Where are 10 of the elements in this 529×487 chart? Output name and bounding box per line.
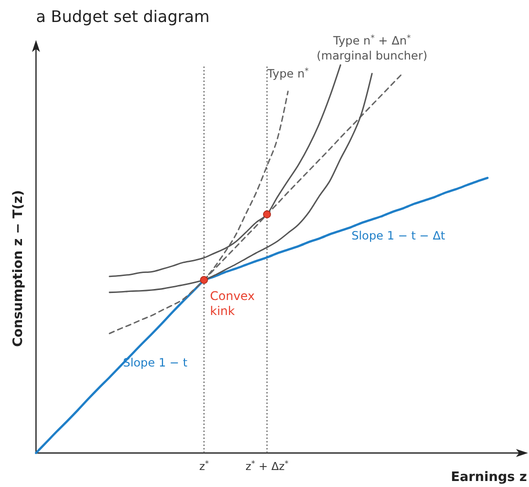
chart-title: a Budget set diagram [36, 7, 210, 26]
x-tick-label: z$^{*}$ [199, 458, 209, 473]
x-tick-label: z$^{*}$ + Δz$^{*}$ [246, 458, 289, 473]
series-label: Convex kink [210, 288, 255, 318]
text: Type n$^{*}$ + Δn$^{*}$ (marginal buncher) [316, 33, 428, 63]
series-label: Slope 1 − t [123, 356, 188, 370]
series-label: Slope 1 − t − Δt [351, 228, 446, 243]
x-axis-title: Earnings z [450, 470, 527, 485]
y-axis-title: Consumption z − T(z) [11, 190, 26, 347]
series-label: Type n$^{*}$ [266, 66, 309, 80]
